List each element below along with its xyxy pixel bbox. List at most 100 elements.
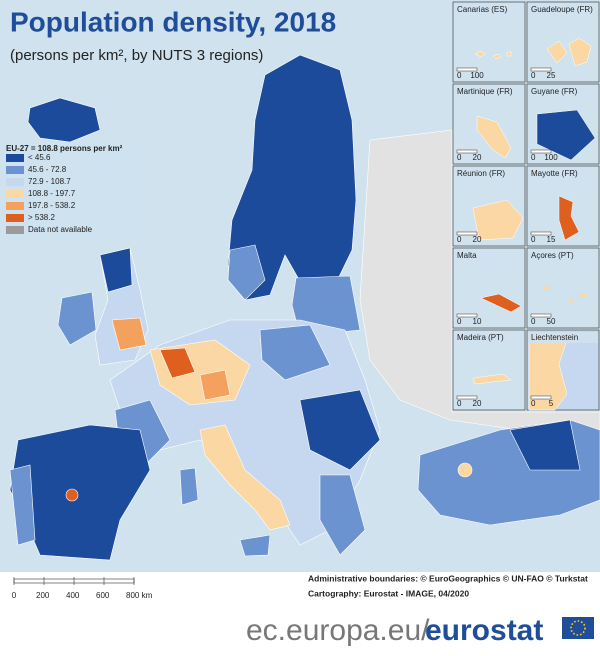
inset-scale-label: 50 xyxy=(547,317,556,326)
inset-shape xyxy=(472,373,512,385)
inset: Guadeloupe (FR) 0 25 xyxy=(526,1,600,83)
inset-label: Guyane (FR) xyxy=(531,87,578,96)
inset-scale-label: 0 xyxy=(457,153,462,162)
footer-brand: eurostat xyxy=(425,614,543,647)
map xyxy=(9,54,600,561)
inset-label-bg xyxy=(454,4,524,15)
inset-scale-bar xyxy=(456,231,478,236)
inset-scale-bar xyxy=(530,149,552,154)
scotland xyxy=(99,247,133,293)
south-norway xyxy=(227,244,266,301)
benelux xyxy=(159,347,196,379)
inset-shape xyxy=(543,286,587,304)
inset-label-bg xyxy=(528,250,598,261)
inset-label-bg xyxy=(528,4,598,15)
inset-shape xyxy=(536,109,596,161)
inset-scale-label: 100 xyxy=(544,153,558,162)
title: Population density, 2018 xyxy=(10,6,336,37)
ankara xyxy=(457,462,473,478)
flag-stars xyxy=(570,620,586,636)
inset-label: Madeira (PT) xyxy=(457,333,504,342)
inset: Mayotte (FR) 0 15 xyxy=(526,165,600,247)
subtitle: (persons per km², by NUTS 3 regions) xyxy=(10,47,263,64)
inset-shape xyxy=(480,293,522,313)
inset-label-bg xyxy=(528,168,598,179)
inset-shape xyxy=(558,195,580,241)
legend-swatch xyxy=(6,214,24,222)
iceland xyxy=(27,97,101,143)
turkey-east xyxy=(509,419,581,471)
attribution-line: Cartography: Eurostat - IMAGE, 04/2020 xyxy=(308,588,469,598)
attribution-line: Administrative boundaries: © EuroGeograp… xyxy=(308,573,588,583)
inset-scale-label: 20 xyxy=(473,399,482,408)
legend-label: < 45.6 xyxy=(28,153,51,162)
legend-label: > 538.2 xyxy=(28,213,55,222)
flag-field xyxy=(562,617,594,639)
inset-shape xyxy=(474,50,512,60)
footer-domain: ec.europa.eu/ xyxy=(246,614,430,647)
legend-swatch xyxy=(6,154,24,162)
inset: Madeira (PT) 0 20 xyxy=(452,329,526,411)
inset-scale-label: 5 xyxy=(549,399,554,408)
inset-label: Açores (PT) xyxy=(531,251,574,260)
inset-label-bg xyxy=(454,168,524,179)
inset-label: Guadeloupe (FR) xyxy=(531,5,593,14)
inset-scale-label: 0 xyxy=(457,399,462,408)
inset-scale-label: 100 xyxy=(470,71,484,80)
legend-swatch xyxy=(6,202,24,210)
inset-shape xyxy=(476,115,512,159)
inset-label-bg xyxy=(454,332,524,343)
legend-title: EU-27 = 108.8 persons per km² xyxy=(6,144,123,153)
inset-label-bg xyxy=(454,86,524,97)
england-urban xyxy=(111,317,147,351)
legend-swatch xyxy=(6,166,24,174)
inset-scale-bar xyxy=(456,67,478,72)
inset: Liechtenstein 0 5 xyxy=(526,329,600,411)
inset-label: Canarias (ES) xyxy=(457,5,508,14)
legend-swatch xyxy=(6,190,24,198)
inset-label: Martinique (FR) xyxy=(457,87,513,96)
inset-scale-label: 0 xyxy=(457,317,462,326)
inset-scale-label: 20 xyxy=(473,235,482,244)
inset-shape xyxy=(546,37,592,67)
legend-label: 72.9 - 108.7 xyxy=(28,177,71,186)
inset-scale-bar xyxy=(530,313,552,318)
scale-label: 200 xyxy=(36,591,50,600)
legend-swatch xyxy=(6,178,24,186)
ireland xyxy=(57,291,97,346)
inset-label: Mayotte (FR) xyxy=(531,169,578,178)
legend-label: 197.8 - 538.2 xyxy=(28,201,76,210)
inset-label: Malta xyxy=(457,251,477,260)
sicily xyxy=(239,534,271,557)
inset-scale-bar xyxy=(530,231,552,236)
inset-scale-label: 0 xyxy=(531,235,536,244)
inset-shape xyxy=(472,199,524,241)
inset-scale-label: 20 xyxy=(473,153,482,162)
inset: Açores (PT) 0 50 xyxy=(526,247,600,329)
inset-label: Réunion (FR) xyxy=(457,169,505,178)
poland xyxy=(259,324,331,381)
inset-scale-bar xyxy=(456,395,478,400)
legend-label: 45.6 - 72.8 xyxy=(28,165,67,174)
greece xyxy=(319,474,366,556)
inset-scale-bar xyxy=(456,149,478,154)
inset: Canarias (ES) 0 100 xyxy=(452,1,526,83)
inset-scale-label: 0 xyxy=(531,399,536,408)
inset-scale-bar xyxy=(456,313,478,318)
inset-label-bg xyxy=(528,86,598,97)
inset-scale-label: 25 xyxy=(547,71,556,80)
portugal xyxy=(9,464,36,546)
balkans xyxy=(299,389,381,471)
inset-scale-bar xyxy=(530,67,552,72)
inset: Guyane (FR) 0 100 xyxy=(526,83,600,165)
inset: Martinique (FR) 0 20 xyxy=(452,83,526,165)
inset-label-bg xyxy=(454,250,524,261)
inset-label: Liechtenstein xyxy=(531,333,578,342)
legend-background xyxy=(4,144,144,242)
scale-label: 400 xyxy=(66,591,80,600)
inset-scale-label: 15 xyxy=(547,235,556,244)
italy xyxy=(199,424,291,531)
scale-label: 0 xyxy=(12,591,17,600)
legend-label: 108.8 - 197.7 xyxy=(28,189,76,198)
